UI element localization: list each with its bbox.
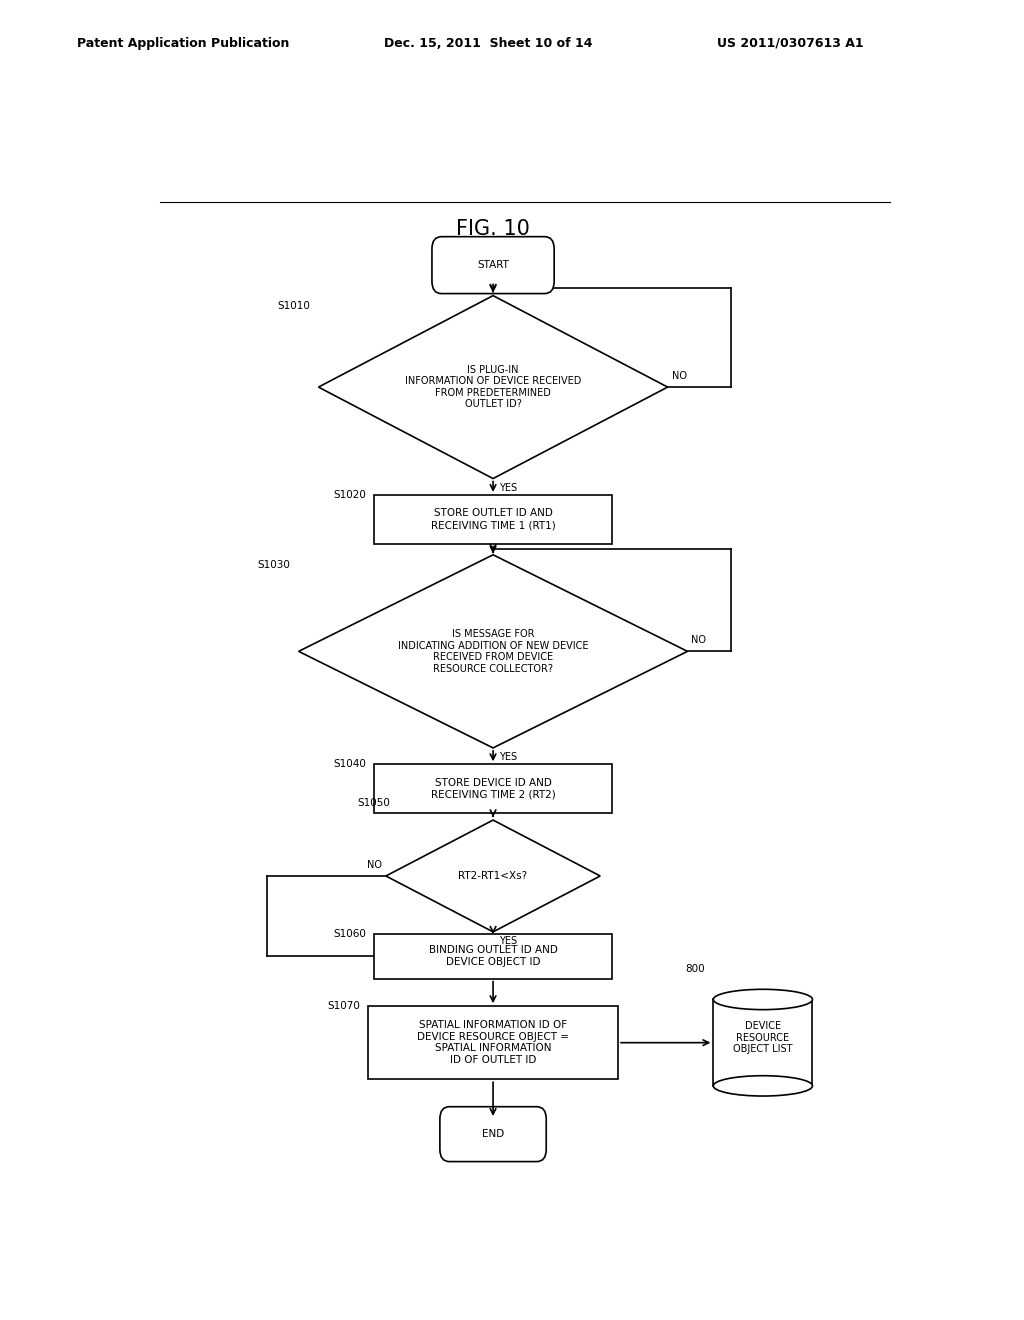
Text: S1030: S1030 bbox=[258, 560, 291, 570]
Text: S1060: S1060 bbox=[333, 929, 367, 939]
FancyBboxPatch shape bbox=[440, 1106, 546, 1162]
Text: S1050: S1050 bbox=[357, 797, 390, 808]
Bar bbox=[374, 495, 612, 544]
Text: SPATIAL INFORMATION ID OF
DEVICE RESOURCE OBJECT =
SPATIAL INFORMATION
ID OF OUT: SPATIAL INFORMATION ID OF DEVICE RESOURC… bbox=[417, 1020, 569, 1065]
Text: NO: NO bbox=[367, 859, 382, 870]
Text: NO: NO bbox=[672, 371, 687, 381]
Text: FIG. 10: FIG. 10 bbox=[456, 219, 530, 239]
Polygon shape bbox=[386, 820, 600, 932]
Text: YES: YES bbox=[500, 936, 517, 946]
Text: NO: NO bbox=[691, 635, 707, 645]
Text: START: START bbox=[477, 260, 509, 271]
Text: YES: YES bbox=[500, 752, 517, 762]
Text: S1020: S1020 bbox=[333, 490, 367, 500]
Text: 800: 800 bbox=[686, 964, 706, 974]
Polygon shape bbox=[299, 554, 687, 748]
Text: S1010: S1010 bbox=[278, 301, 310, 310]
Polygon shape bbox=[318, 296, 668, 479]
Text: Dec. 15, 2011  Sheet 10 of 14: Dec. 15, 2011 Sheet 10 of 14 bbox=[384, 37, 593, 50]
Text: S1040: S1040 bbox=[333, 759, 367, 770]
Text: US 2011/0307613 A1: US 2011/0307613 A1 bbox=[717, 37, 863, 50]
Ellipse shape bbox=[714, 989, 812, 1010]
Ellipse shape bbox=[714, 1076, 812, 1096]
Text: S1070: S1070 bbox=[328, 1001, 360, 1011]
Text: END: END bbox=[482, 1129, 504, 1139]
Text: Patent Application Publication: Patent Application Publication bbox=[77, 37, 289, 50]
Text: STORE OUTLET ID AND
RECEIVING TIME 1 (RT1): STORE OUTLET ID AND RECEIVING TIME 1 (RT… bbox=[431, 508, 555, 531]
Text: DEVICE
RESOURCE
OBJECT LIST: DEVICE RESOURCE OBJECT LIST bbox=[733, 1020, 793, 1055]
Bar bbox=[714, 999, 812, 1086]
Bar bbox=[374, 935, 612, 978]
Bar bbox=[368, 1006, 618, 1080]
Text: IS PLUG-IN
INFORMATION OF DEVICE RECEIVED
FROM PREDETERMINED
OUTLET ID?: IS PLUG-IN INFORMATION OF DEVICE RECEIVE… bbox=[404, 364, 582, 409]
Text: RT2-RT1<Xs?: RT2-RT1<Xs? bbox=[459, 871, 527, 880]
Text: IS MESSAGE FOR
INDICATING ADDITION OF NEW DEVICE
RECEIVED FROM DEVICE
RESOURCE C: IS MESSAGE FOR INDICATING ADDITION OF NE… bbox=[397, 628, 589, 673]
Text: STORE DEVICE ID AND
RECEIVING TIME 2 (RT2): STORE DEVICE ID AND RECEIVING TIME 2 (RT… bbox=[431, 777, 555, 800]
FancyBboxPatch shape bbox=[432, 236, 554, 293]
Text: YES: YES bbox=[500, 483, 517, 492]
Bar bbox=[374, 764, 612, 813]
Text: BINDING OUTLET ID AND
DEVICE OBJECT ID: BINDING OUTLET ID AND DEVICE OBJECT ID bbox=[429, 945, 557, 968]
